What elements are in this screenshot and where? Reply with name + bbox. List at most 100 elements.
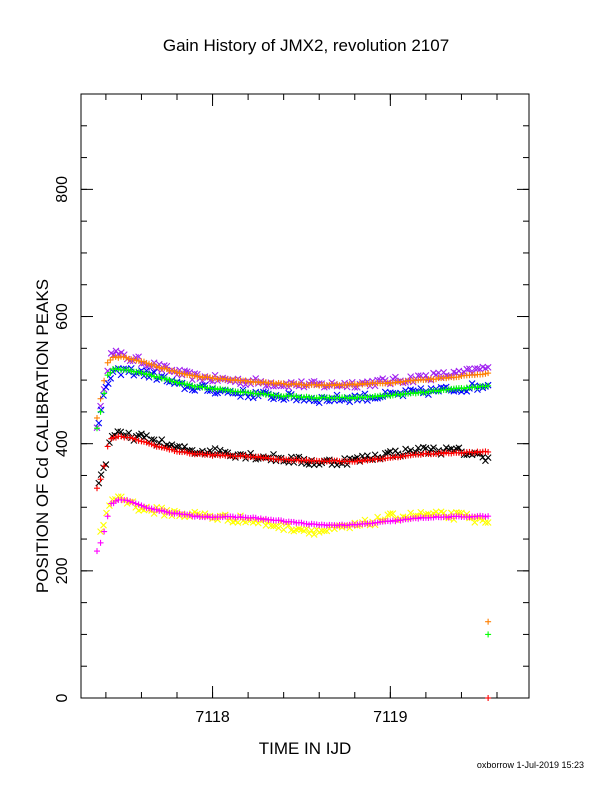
- data-point: [466, 384, 473, 391]
- data-point: [389, 510, 397, 517]
- data-point: [129, 499, 136, 506]
- data-point: [143, 432, 150, 439]
- data-point: [127, 434, 134, 441]
- data-point: [181, 443, 189, 451]
- data-point: [320, 527, 328, 535]
- data-point: [104, 380, 112, 388]
- data-point: [275, 524, 282, 532]
- data-point: [386, 510, 394, 518]
- data-point: [97, 476, 104, 483]
- data-point: [466, 365, 473, 373]
- data-point: [267, 522, 275, 530]
- x-tick-label: 7119: [373, 709, 408, 726]
- data-point: [479, 513, 486, 520]
- data-point: [485, 370, 492, 377]
- data-point: [318, 527, 326, 535]
- data-point: [97, 408, 104, 415]
- data-point: [482, 513, 489, 520]
- data-point: [471, 513, 478, 520]
- data-point: [95, 419, 103, 427]
- data-point: [485, 631, 492, 638]
- x-axis-label: TIME IN IJD: [259, 739, 352, 758]
- data-point: [479, 453, 487, 461]
- data-point: [474, 448, 481, 455]
- data-point: [115, 354, 122, 361]
- data-point: [466, 514, 473, 521]
- y-tick-label: 800: [54, 176, 71, 203]
- data-point: [109, 496, 116, 503]
- data-point: [422, 444, 430, 452]
- data-point: [112, 353, 119, 360]
- data-point: [138, 430, 145, 438]
- data-point: [101, 390, 108, 397]
- data-point: [482, 383, 489, 390]
- data-point: [484, 364, 492, 371]
- data-point: [97, 395, 104, 402]
- data-point: [115, 365, 122, 372]
- data-point: [97, 471, 105, 478]
- data-point: [102, 383, 110, 391]
- data-point: [124, 497, 131, 504]
- data-point: [94, 548, 100, 555]
- data-point: [407, 509, 415, 517]
- data-point: [471, 372, 478, 379]
- data-point: [482, 370, 489, 377]
- chart-title: Gain History of JMX2, revolution 2107: [162, 36, 450, 55]
- data-point: [485, 618, 492, 625]
- data-point: [103, 509, 110, 517]
- axis-ticks: 7118 7119 0 200 400 600 800: [54, 93, 529, 726]
- y-tick-label: 600: [54, 303, 71, 330]
- data-point: [104, 513, 111, 520]
- plot-frame-border: [80, 93, 530, 699]
- data-point: [97, 539, 104, 546]
- data-point: [211, 445, 219, 452]
- data-point: [485, 448, 492, 455]
- data-point: [94, 425, 100, 432]
- data-point: [466, 448, 473, 455]
- data-point: [107, 369, 114, 376]
- data-point: [100, 521, 107, 529]
- data-point: [471, 518, 479, 526]
- data-point: [118, 433, 125, 440]
- data-point: [135, 501, 142, 508]
- data-point: [485, 513, 492, 520]
- data-point: [127, 498, 134, 505]
- data-point: [482, 519, 489, 526]
- data-point: [417, 508, 425, 516]
- data-point: [117, 371, 125, 379]
- data-point: [94, 414, 100, 421]
- data-point: [101, 528, 108, 535]
- y-tick-label: 400: [54, 430, 71, 457]
- data-point: [461, 385, 468, 392]
- plot-frame: [80, 93, 530, 699]
- data-point: [485, 382, 492, 389]
- data-point: [484, 519, 492, 526]
- data-point: [94, 485, 100, 492]
- data-point: [158, 436, 166, 444]
- data-point: [129, 435, 136, 442]
- y-axis-label: POSITION OF Cd CALIBRATION PEAKS: [33, 279, 52, 593]
- data-point: [107, 374, 115, 382]
- data-point: [132, 436, 139, 443]
- data-point: [461, 449, 468, 456]
- data-point: [482, 448, 489, 455]
- data-point: [471, 449, 478, 456]
- data-point: [135, 437, 142, 444]
- data-point: [479, 371, 486, 378]
- data-point: [310, 531, 318, 538]
- data-point: [471, 365, 479, 372]
- data-point: [104, 359, 111, 366]
- x-tick-label: 7118: [195, 709, 230, 726]
- data-point: [485, 695, 492, 701]
- data-point: [104, 443, 111, 450]
- data-point: [270, 522, 277, 530]
- data-point: [484, 454, 492, 462]
- data-point: [463, 365, 471, 373]
- data-point: [97, 528, 104, 536]
- data-point: [101, 377, 108, 384]
- data-points: [93, 347, 492, 701]
- y-tick-label: 200: [54, 557, 71, 584]
- data-point: [110, 354, 116, 361]
- footer-credit: oxborrow 1-Jul-2019 15:23: [476, 760, 584, 770]
